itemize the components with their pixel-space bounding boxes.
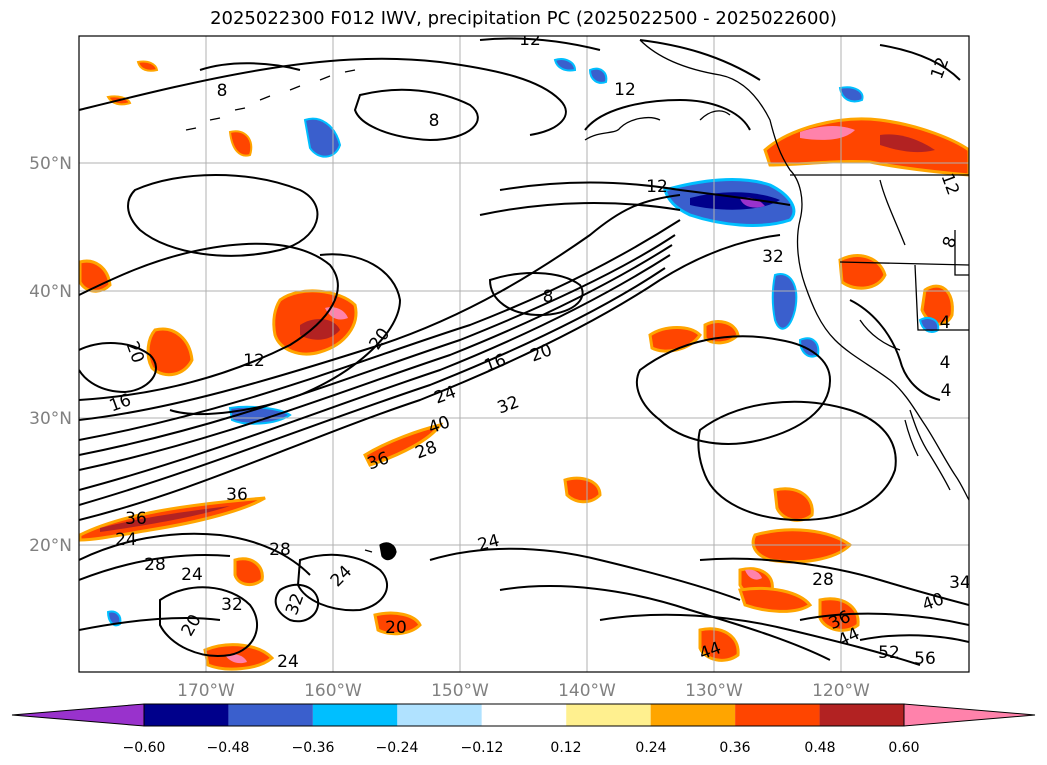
contour-label: 4 — [940, 313, 951, 333]
lat-label-20n: 20°N — [29, 536, 72, 556]
contour-label: 36 — [125, 509, 147, 529]
colorbar-cells — [11, 703, 1036, 727]
colorbar-tick: −0.36 — [292, 740, 335, 756]
colorbar-tick: 0.48 — [804, 740, 835, 756]
contour-label: 4 — [941, 381, 952, 401]
colorbar-tick: 0.36 — [719, 740, 750, 756]
latitude-labels: 50°N 40°N 30°N 20°N — [29, 154, 72, 556]
colorbar-cell — [144, 704, 229, 726]
map-title: 2025022300 F012 IWV, precipitation PC (2… — [210, 8, 837, 29]
contour-label: 56 — [914, 649, 936, 669]
contour-label: 4 — [940, 353, 951, 373]
contour-label: 12 — [243, 351, 265, 371]
colorbar-cell — [819, 704, 904, 726]
contour-label: 28 — [812, 570, 834, 590]
lat-label-30n: 30°N — [29, 409, 72, 429]
contour-label: 8 — [543, 287, 554, 307]
colorbar-tick: 0.60 — [888, 740, 919, 756]
lon-label-150w: 150°W — [431, 681, 489, 701]
colorbar-frame — [143, 703, 905, 727]
contour-label: 12 — [614, 80, 636, 100]
colorbar-tick: −0.24 — [376, 740, 419, 756]
precip-shading — [79, 58, 969, 671]
contour-label: 12 — [646, 177, 668, 197]
lat-label-50n: 50°N — [29, 154, 72, 174]
contour-label: 24 — [181, 565, 203, 585]
colorbar-cell — [566, 704, 651, 726]
colorbar-tick: 0.12 — [550, 740, 581, 756]
lon-label-120w: 120°W — [812, 681, 870, 701]
lon-label-170w: 170°W — [177, 681, 235, 701]
contour-label: 24 — [115, 530, 137, 550]
contour-label: 28 — [144, 555, 166, 575]
colorbar-tick: 0.24 — [635, 740, 666, 756]
contour-label: 12 — [519, 30, 541, 50]
colorbar-cell — [481, 704, 567, 726]
lon-label-140w: 140°W — [558, 681, 616, 701]
colorbar-extend-low — [11, 703, 145, 727]
colorbar-tick: −0.60 — [123, 740, 166, 756]
contour-label: 52 — [878, 643, 900, 663]
contour-label: 20 — [385, 618, 407, 638]
coastlines — [185, 39, 969, 561]
lon-label-160w: 160°W — [304, 681, 362, 701]
colorbar-cell — [228, 704, 313, 726]
iwv-contours — [79, 37, 969, 666]
colorbar-extend-high — [903, 703, 1036, 727]
colorbar-ticks: −0.60 −0.48 −0.36 −0.24 −0.12 0.12 0.24 … — [123, 740, 920, 756]
colorbar-cell — [397, 704, 482, 726]
colorbar-cell — [650, 704, 736, 726]
contour-label: 28 — [269, 540, 291, 560]
contour-label: 8 — [217, 81, 228, 101]
colorbar-tick: −0.12 — [461, 740, 504, 756]
colorbar: −0.60 −0.48 −0.36 −0.24 −0.12 0.12 0.24 … — [11, 703, 1036, 756]
colorbar-tick: −0.48 — [207, 740, 250, 756]
contour-label: 32 — [762, 247, 784, 267]
contour-label: 24 — [277, 652, 299, 672]
colorbar-cell — [312, 704, 398, 726]
lon-label-130w: 130°W — [685, 681, 743, 701]
contour-label: 32 — [221, 595, 243, 615]
contour-label: 34 — [949, 573, 971, 593]
longitude-labels: 170°W 160°W 150°W 140°W 130°W 120°W — [177, 681, 870, 701]
lat-label-40n: 40°N — [29, 282, 72, 302]
contour-label: 8 — [429, 111, 440, 131]
colorbar-cell — [735, 704, 820, 726]
map-plot-area: 12 8 8 12 12 8 20 12 16 20 16 20 24 32 4… — [78, 30, 971, 673]
map-frame — [78, 35, 970, 673]
contour-label: 36 — [226, 485, 248, 505]
